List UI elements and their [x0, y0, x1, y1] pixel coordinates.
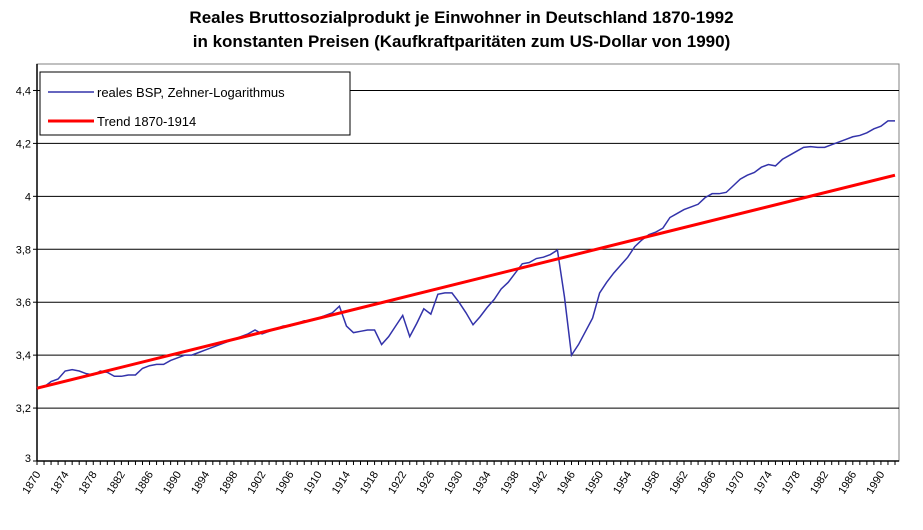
- x-tick-label: 1910: [302, 469, 325, 496]
- x-tick-label: 1950: [583, 469, 606, 496]
- y-tick-label: 3,2: [16, 403, 31, 415]
- x-tick-label: 1954: [611, 469, 634, 496]
- x-tick-label: 1930: [442, 469, 465, 496]
- x-tick-label: 1902: [245, 469, 268, 496]
- x-tick-label: 1890: [161, 469, 184, 496]
- y-tick-label: 3: [25, 453, 31, 465]
- x-tick-label: 1934: [470, 469, 493, 496]
- legend-label: reales BSP, Zehner-Logarithmus: [97, 85, 285, 100]
- x-tick-label: 1926: [414, 469, 437, 496]
- x-tick-label: 1938: [499, 469, 522, 496]
- y-tick-label: 4: [25, 191, 31, 203]
- x-tick-label: 1918: [358, 469, 381, 496]
- x-tick-label: 1922: [386, 469, 409, 496]
- x-tick-label: 1894: [189, 469, 212, 496]
- y-tick-label: 3,4: [16, 350, 31, 362]
- chart-title-line-1: Reales Bruttosozialprodukt je Einwohner …: [189, 8, 734, 27]
- x-tick-label: 1946: [555, 469, 578, 496]
- x-tick-label: 1886: [133, 469, 156, 496]
- x-tick-label: 1882: [105, 469, 128, 496]
- x-tick-label: 1962: [667, 469, 690, 496]
- x-tick-label: 1874: [49, 469, 72, 496]
- y-tick-label: 4,2: [16, 138, 31, 150]
- series-line-trend: [36, 173, 896, 390]
- x-tick-label: 1982: [808, 469, 831, 496]
- y-tick-label: 3,6: [16, 297, 31, 309]
- chart-title-line-2: in konstanten Preisen (Kaufkraftparitäte…: [192, 32, 731, 51]
- y-tick-label: 3,8: [16, 244, 31, 256]
- x-tick-label: 1978: [780, 469, 803, 496]
- x-tick-label: 1878: [77, 469, 100, 496]
- x-tick-label: 1966: [696, 469, 719, 496]
- x-tick-label: 1870: [20, 469, 43, 496]
- x-tick-label: 1990: [864, 469, 887, 496]
- x-tick-label: 1958: [639, 469, 662, 496]
- x-tick-label: 1970: [724, 469, 747, 496]
- x-tick-label: 1898: [217, 469, 240, 496]
- series-line-reales-bsp: [36, 120, 895, 389]
- x-tick-label: 1974: [752, 469, 775, 496]
- legend-box: [39, 71, 351, 136]
- x-tick-label: 1942: [527, 469, 550, 496]
- x-tick-label: 1986: [836, 469, 859, 496]
- legend-label: Trend 1870-1914: [97, 114, 196, 129]
- x-tick-label: 1906: [274, 469, 297, 496]
- y-tick-label: 4,4: [16, 85, 31, 97]
- x-tick-label: 1914: [330, 469, 353, 496]
- chart-title: Reales Bruttosozialprodukt je Einwohner …: [0, 6, 923, 54]
